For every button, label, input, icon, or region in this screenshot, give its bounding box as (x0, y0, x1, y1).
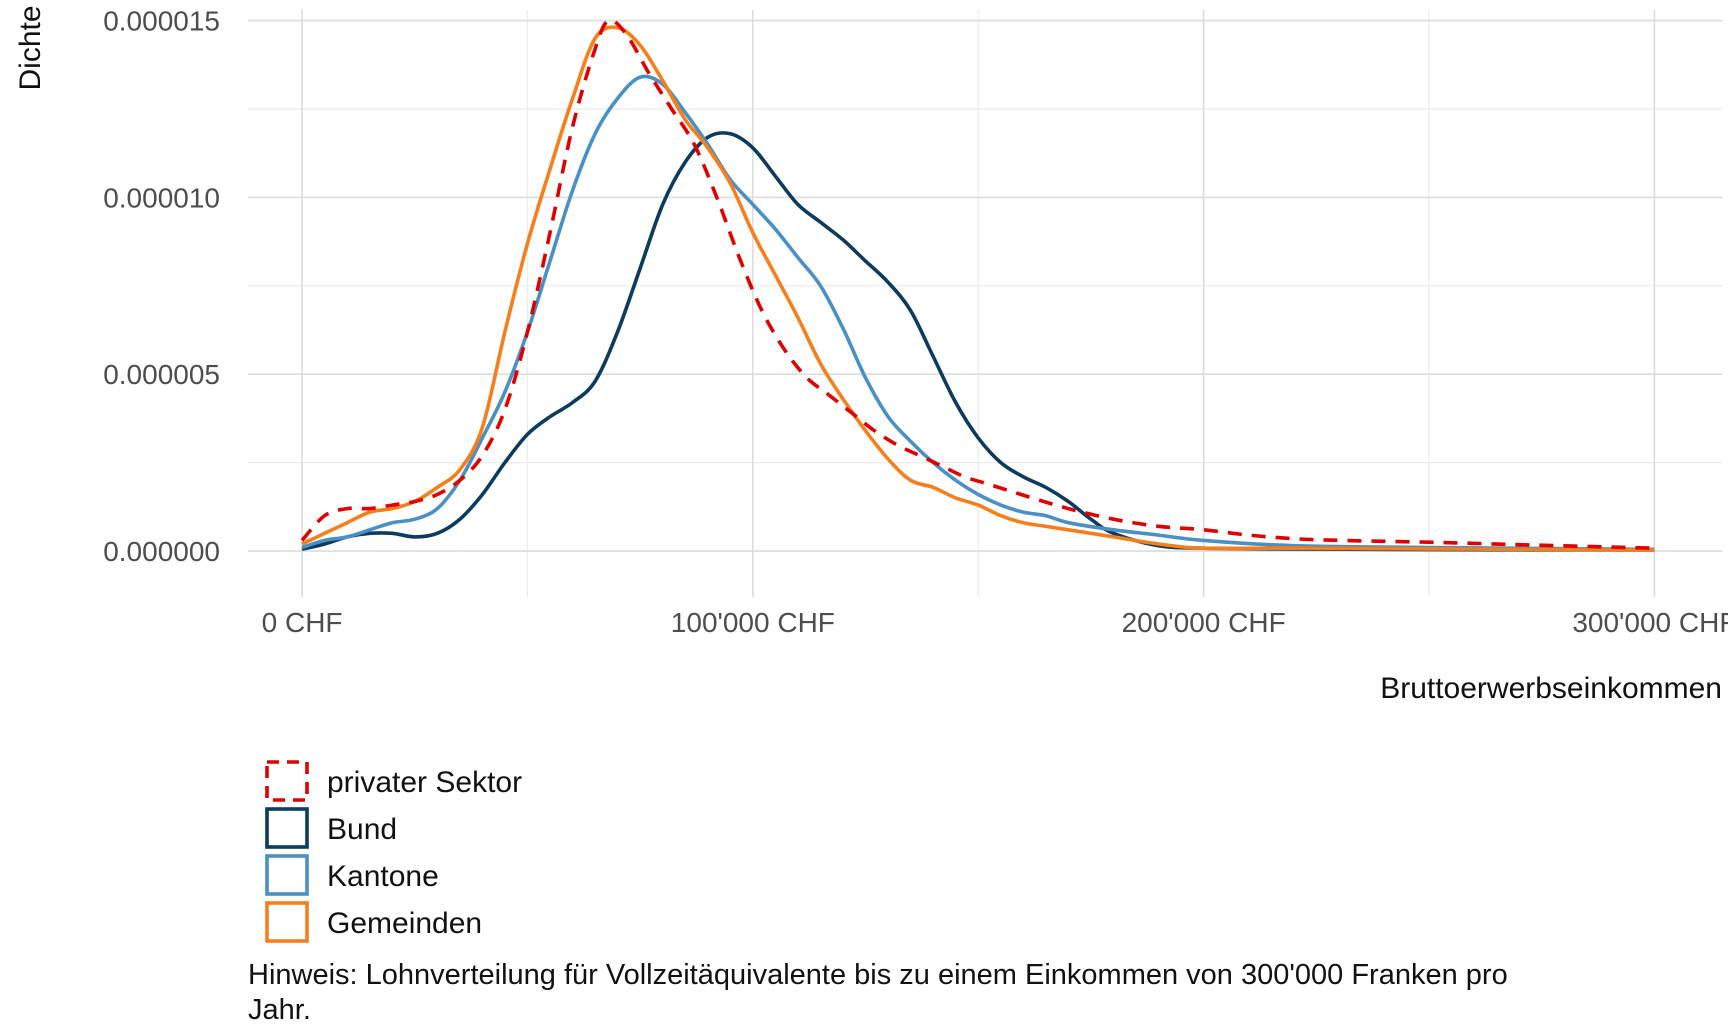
series-line-privater-sektor (300, 18, 1655, 550)
series-line-bund (301, 131, 1655, 552)
legend-key-kantone (265, 854, 309, 896)
y-tick-label: 0.000010 (103, 182, 220, 213)
tick-labels: 0 CHF 100'000 CHF 200'000 CHF 300'000 CHF 0.… (103, 6, 1728, 638)
legend-label: Kantone (327, 860, 439, 893)
series-lines (300, 18, 1655, 552)
legend-label: Gemeinden (327, 907, 482, 940)
legend-label: Bund (327, 813, 397, 846)
y-tick-label: 0.000005 (103, 359, 220, 390)
legend: privater Sektor Bund Kantone Gemeinden (265, 760, 522, 943)
y-tick-label: 0.000015 (103, 6, 220, 37)
x-tick-label: 200'000 CHF (1122, 607, 1286, 638)
footnote: Hinweis: Lohnverteilung für Vollzeitäqui… (248, 959, 1508, 1026)
x-tick-label: 100'000 CHF (671, 607, 835, 638)
legend-key-privater-sektor (265, 760, 309, 802)
y-tick-label: 0.000000 (103, 536, 220, 567)
x-axis-title: Bruttoerwerbseinkommen (1380, 672, 1722, 705)
legend-key-bund (265, 807, 309, 849)
x-tick-label: 300'000 CHF (1572, 607, 1728, 638)
x-tick-label: 0 CHF (262, 607, 343, 638)
legend-key-gemeinden (265, 901, 309, 943)
series-line-gemeinden (301, 25, 1655, 552)
y-axis-title: Dichte (14, 5, 47, 90)
legend-label: privater Sektor (327, 766, 522, 799)
